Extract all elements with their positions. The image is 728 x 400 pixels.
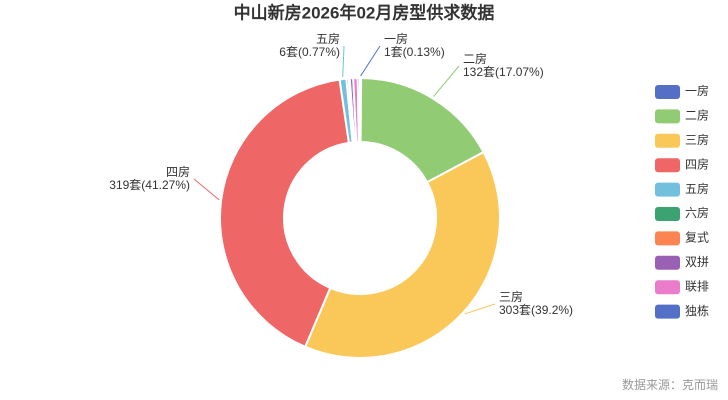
- donut-slice: [304, 151, 501, 359]
- legend-swatch: [655, 85, 680, 99]
- legend-label: 二房: [685, 108, 709, 123]
- slice-label: 五房: [316, 31, 340, 46]
- legend-label: 一房: [685, 83, 709, 98]
- slice-value-label: 6套(0.77%): [279, 45, 340, 59]
- slice-label: 一房: [384, 31, 408, 46]
- leader-line: [193, 178, 220, 201]
- donut-slice: [356, 77, 361, 144]
- legend-swatch: [655, 304, 680, 319]
- leader-line: [464, 303, 496, 315]
- donut-slice: [219, 78, 350, 348]
- legend-swatch: [655, 280, 680, 295]
- legend-label: 独栋: [685, 303, 709, 318]
- leader-line: [433, 65, 460, 97]
- slice-value-label: 303套(39.2%): [499, 303, 573, 317]
- slice-value-label: 132套(17.07%): [463, 65, 544, 79]
- slice-value-label: 1套(0.13%): [384, 45, 445, 59]
- legend-label: 复式: [685, 231, 709, 245]
- legend-label: 四房: [685, 156, 709, 171]
- legend-swatch: [655, 109, 680, 124]
- legend-label: 三房: [685, 132, 709, 147]
- chart-title: 中山新房2026年02月房型供求数据: [234, 2, 495, 22]
- leader-line: [342, 45, 345, 78]
- legend-swatch: [655, 207, 680, 221]
- slice-value-label: 319套(41.27%): [109, 178, 190, 192]
- source: 数据来源：克而瑞: [622, 377, 718, 392]
- legend-label: 五房: [685, 181, 709, 196]
- slice-label: 四房: [166, 164, 190, 179]
- leader-line: [360, 45, 381, 77]
- legend-label: 双拼: [685, 255, 709, 269]
- legend-swatch: [655, 158, 680, 173]
- legend-swatch: [655, 231, 680, 246]
- legend-label: 六房: [685, 205, 709, 220]
- legend-swatch: [655, 133, 680, 148]
- legend-swatch: [655, 255, 680, 270]
- legend-label: 联排: [685, 279, 709, 293]
- legend-swatch: [655, 182, 680, 197]
- slice-label: 三房: [499, 289, 523, 304]
- slice-label: 二房: [463, 51, 487, 66]
